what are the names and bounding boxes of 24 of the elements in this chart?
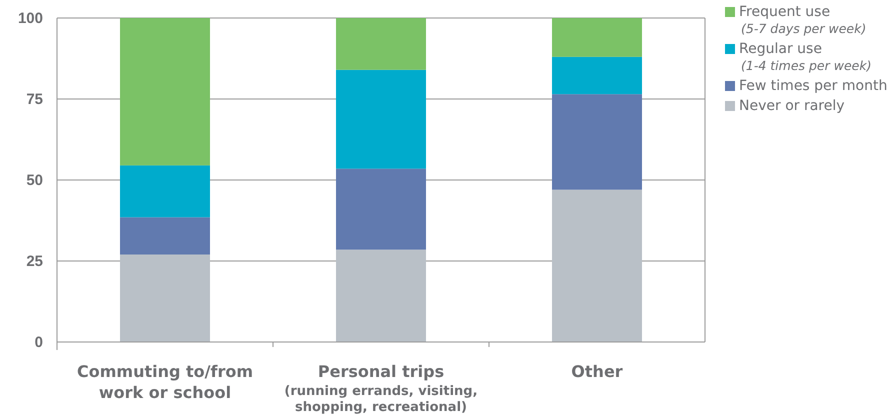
bar (336, 70, 426, 169)
legend-label: Few times per month (739, 78, 888, 94)
x-tick-label: Commuting to/from work or school (76, 362, 254, 402)
bar (336, 168, 426, 250)
bar (120, 18, 210, 166)
x-tick-label: Other (571, 362, 623, 381)
bar (336, 250, 426, 342)
legend-label: Never or rarely (739, 98, 845, 114)
bar (120, 165, 210, 218)
y-tick-label: 100 (18, 10, 43, 27)
legend-label: Regular use (1-4 times per week) (739, 41, 872, 73)
bar (336, 18, 426, 70)
bar (120, 217, 210, 255)
bar (120, 254, 210, 342)
bar (552, 56, 642, 94)
y-tick-label: 75 (26, 90, 43, 108)
y-tick-label: 25 (26, 252, 43, 270)
y-tick-label: 0 (34, 334, 43, 351)
y-tick-label: 50 (26, 172, 43, 189)
bar (552, 190, 642, 342)
bar (552, 94, 642, 190)
x-tick-label: Personal trips (running errands, visiting, shopping, recreational) (284, 362, 478, 415)
legend-label: Frequent use (5-7 days per week) (739, 4, 866, 36)
bar (552, 18, 642, 57)
